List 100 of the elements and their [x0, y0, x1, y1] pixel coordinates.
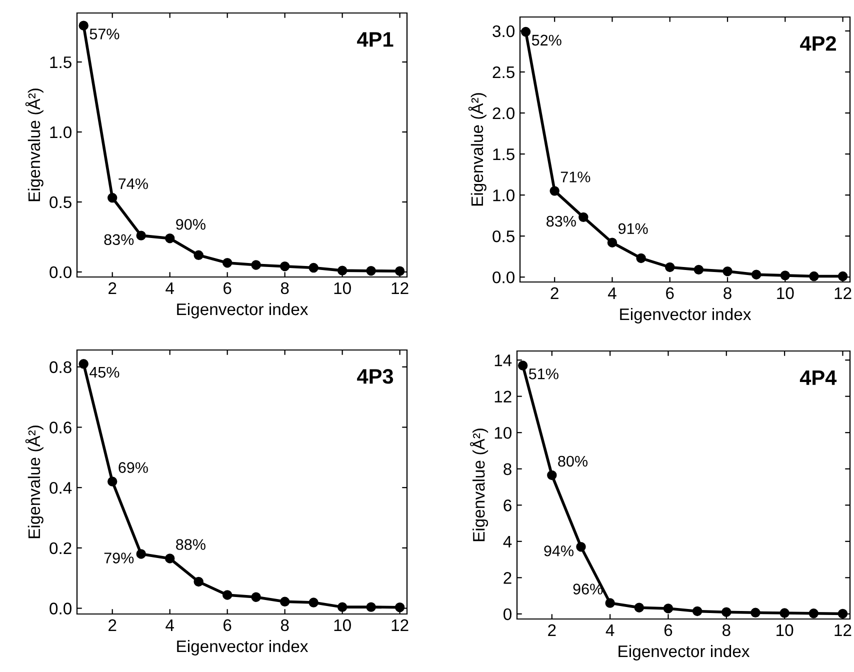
point — [694, 264, 704, 275]
x-tick-label: 10 — [334, 619, 351, 632]
annotation: 88% — [176, 539, 206, 550]
point — [576, 542, 586, 552]
x-tick-label: 2 — [548, 624, 556, 636]
point — [663, 604, 674, 614]
y-tick-label: 0.0 — [492, 271, 514, 284]
x-tick-label: 6 — [224, 619, 232, 632]
point — [78, 359, 88, 369]
annotation: 90% — [176, 218, 206, 230]
y-tick-label: 0.5 — [492, 230, 514, 242]
point — [164, 234, 175, 244]
y-tick-label: 1.5 — [50, 56, 72, 68]
point — [136, 230, 146, 240]
y-tick-label: 2 — [504, 572, 512, 584]
point — [107, 476, 118, 486]
y-tick-label: 0 — [504, 608, 512, 620]
annotation: 83% — [546, 216, 576, 227]
x-tick-label: 8 — [280, 619, 289, 632]
text: 4P3 — [357, 369, 394, 384]
x-tick-label: 8 — [724, 287, 732, 300]
y-tick-label: 1.0 — [493, 189, 514, 202]
y-tick-label: 0.6 — [50, 422, 72, 434]
point — [280, 262, 290, 272]
y-tick-label: 2.0 — [492, 107, 514, 120]
point — [780, 270, 790, 280]
point — [751, 270, 762, 280]
point — [722, 266, 732, 276]
y-axis-title: Eigenvalue (Å²) — [470, 428, 488, 542]
y-tick-label: 1.5 — [493, 148, 514, 160]
point — [665, 262, 675, 272]
point — [809, 271, 819, 282]
y-tick-label: 12 — [494, 390, 512, 402]
x-axis-title: Eigenvector index — [618, 644, 750, 660]
point — [308, 262, 318, 273]
point — [692, 606, 702, 616]
point — [550, 186, 560, 196]
y-tick-label: 0.8 — [50, 361, 72, 374]
annotation: 57% — [90, 28, 120, 40]
y-tick-label: 14 — [494, 354, 512, 366]
point — [337, 266, 348, 276]
text: 4P1 — [357, 32, 394, 47]
y-axis-title: Eigenvalue (Å²) — [468, 93, 486, 206]
point — [251, 260, 261, 270]
text: 4P4 — [800, 370, 837, 385]
x-tick-label: 4 — [606, 624, 614, 636]
point — [634, 602, 644, 612]
annotation: 83% — [104, 234, 134, 246]
x-tick-label: 8 — [280, 282, 289, 294]
y-tick-label: 0.2 — [50, 542, 72, 554]
annotation: 74% — [118, 178, 148, 190]
y-tick-label: 8 — [504, 463, 512, 476]
point — [808, 608, 819, 618]
y-tick-label: 3.0 — [492, 25, 514, 38]
x-tick-label: 4 — [166, 619, 174, 631]
point — [78, 20, 88, 30]
point — [107, 192, 118, 203]
y-tick-label: 6 — [504, 500, 512, 512]
point — [607, 238, 618, 248]
annotation: 51% — [528, 368, 558, 380]
y-axis-title: Eigenvalue (Å²) — [25, 426, 44, 538]
point — [366, 602, 376, 612]
point — [394, 266, 405, 276]
annotation: 79% — [104, 552, 134, 564]
x-tick-label: 6 — [664, 624, 672, 636]
x-axis-title: Eigenvector index — [177, 640, 308, 656]
annotation: 45% — [90, 366, 120, 378]
x-tick-label: 10 — [334, 282, 351, 294]
x-tick-label: 2 — [550, 287, 558, 299]
x-tick-label: 2 — [108, 619, 116, 631]
x-tick-label: 4 — [166, 282, 174, 294]
point — [337, 602, 348, 612]
y-tick-label: 0.0 — [50, 266, 72, 278]
y-axis-title: Eigenvalue (Å²) — [25, 88, 44, 202]
point — [547, 470, 557, 480]
point — [366, 266, 376, 276]
y-tick-label: 1.0 — [50, 126, 72, 138]
x-tick-label: 12 — [834, 624, 852, 636]
annotation: 91% — [618, 223, 648, 234]
x-tick-label: 8 — [722, 624, 730, 636]
point — [136, 549, 146, 559]
point — [394, 602, 405, 612]
point — [722, 607, 732, 617]
point — [194, 250, 204, 260]
annotation: 71% — [560, 172, 590, 182]
y-tick-label: 4 — [503, 536, 512, 548]
annotation: 52% — [532, 34, 562, 46]
x-tick-label: 6 — [224, 282, 232, 294]
x-tick-label: 2 — [108, 282, 116, 294]
x-tick-label: 10 — [776, 624, 794, 636]
y-tick-label: 10 — [494, 427, 512, 439]
annotation: 94% — [544, 545, 574, 556]
point — [308, 598, 318, 608]
x-tick-label: 10 — [777, 287, 794, 300]
annotation: 96% — [573, 584, 603, 594]
y-tick-label: 0.0 — [50, 602, 72, 614]
point — [605, 598, 615, 608]
point — [280, 596, 290, 606]
x-axis-title: Eigenvector index — [177, 302, 308, 318]
point — [164, 554, 175, 564]
